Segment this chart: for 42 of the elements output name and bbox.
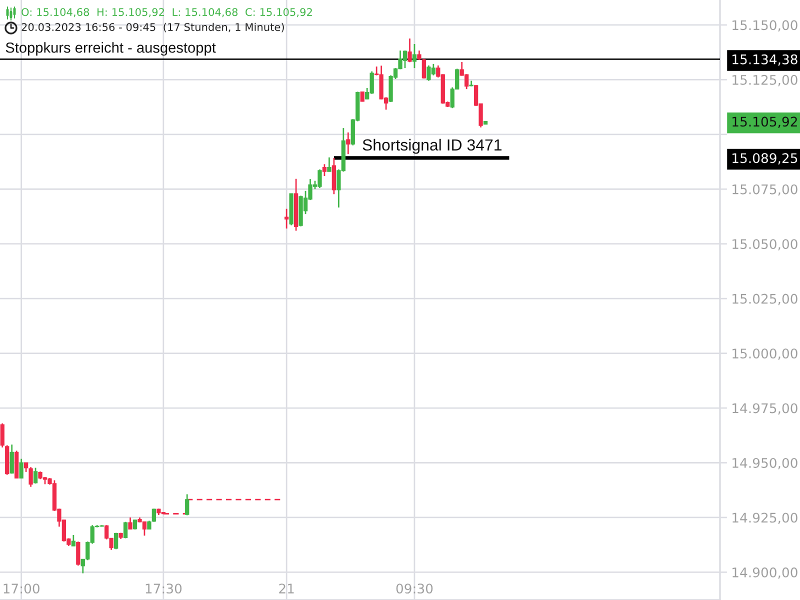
x-tick-label: 17:30 xyxy=(146,584,182,594)
candlestick xyxy=(360,91,364,102)
y-tick-label: 15.025,00 xyxy=(732,294,798,306)
y-tick-label: 15.150,00 xyxy=(732,20,798,32)
y-tick-label: 15.050,00 xyxy=(732,239,798,250)
text: O: 15.104,68 H: 15.105,92 L: 15.104,68 C: 15.105,92 xyxy=(22,8,312,18)
y-tick-label: 14.925,00 xyxy=(732,512,798,524)
candlestick xyxy=(412,43,417,69)
candlestick xyxy=(185,494,190,516)
x-tick-label: 21 xyxy=(279,584,294,594)
y-tick-label: 14.950,00 xyxy=(732,458,798,470)
candlestick xyxy=(417,50,422,61)
y-tick-label: 14.975,00 xyxy=(732,403,798,415)
series-label: Shortsignal ID 3471 xyxy=(362,138,502,154)
candlestick xyxy=(284,208,289,230)
y-tick-label: 15.089,25 xyxy=(732,153,798,164)
candlestick xyxy=(28,466,33,488)
x-tick-label: 17:00 xyxy=(4,584,40,594)
y-tick-label: 15.075,00 xyxy=(732,184,798,196)
candlestick xyxy=(327,156,332,172)
candlestick xyxy=(10,444,14,474)
candlestick xyxy=(152,508,156,523)
x-tick-label: 09:30 xyxy=(396,584,433,594)
candlestick xyxy=(422,58,426,80)
candlestick xyxy=(71,534,76,547)
candlestick xyxy=(123,521,128,539)
candlestick xyxy=(322,163,327,177)
ref-line-label: Stoppkurs erreicht - ausgestoppt xyxy=(6,42,216,56)
text: 20.03.2023 16:56 - 09:45 (17 Stunden, 1 Minute) xyxy=(22,22,284,32)
candlestick xyxy=(33,467,38,484)
y-tick-label: 15.134,38 xyxy=(732,54,798,66)
y-tick-label: 14.900,00 xyxy=(732,567,798,579)
y-tick-label: 15.000,00 xyxy=(732,348,798,360)
y-tick-label: 15.105,92 xyxy=(732,116,797,128)
candlestick xyxy=(346,132,350,155)
candlestick xyxy=(408,38,412,63)
candlestick xyxy=(128,516,132,530)
candlestick xyxy=(24,462,28,473)
candlestick xyxy=(76,540,80,566)
candlestick xyxy=(0,422,4,448)
candlestick xyxy=(19,458,24,479)
y-tick-label: 15.125,00 xyxy=(732,74,798,86)
